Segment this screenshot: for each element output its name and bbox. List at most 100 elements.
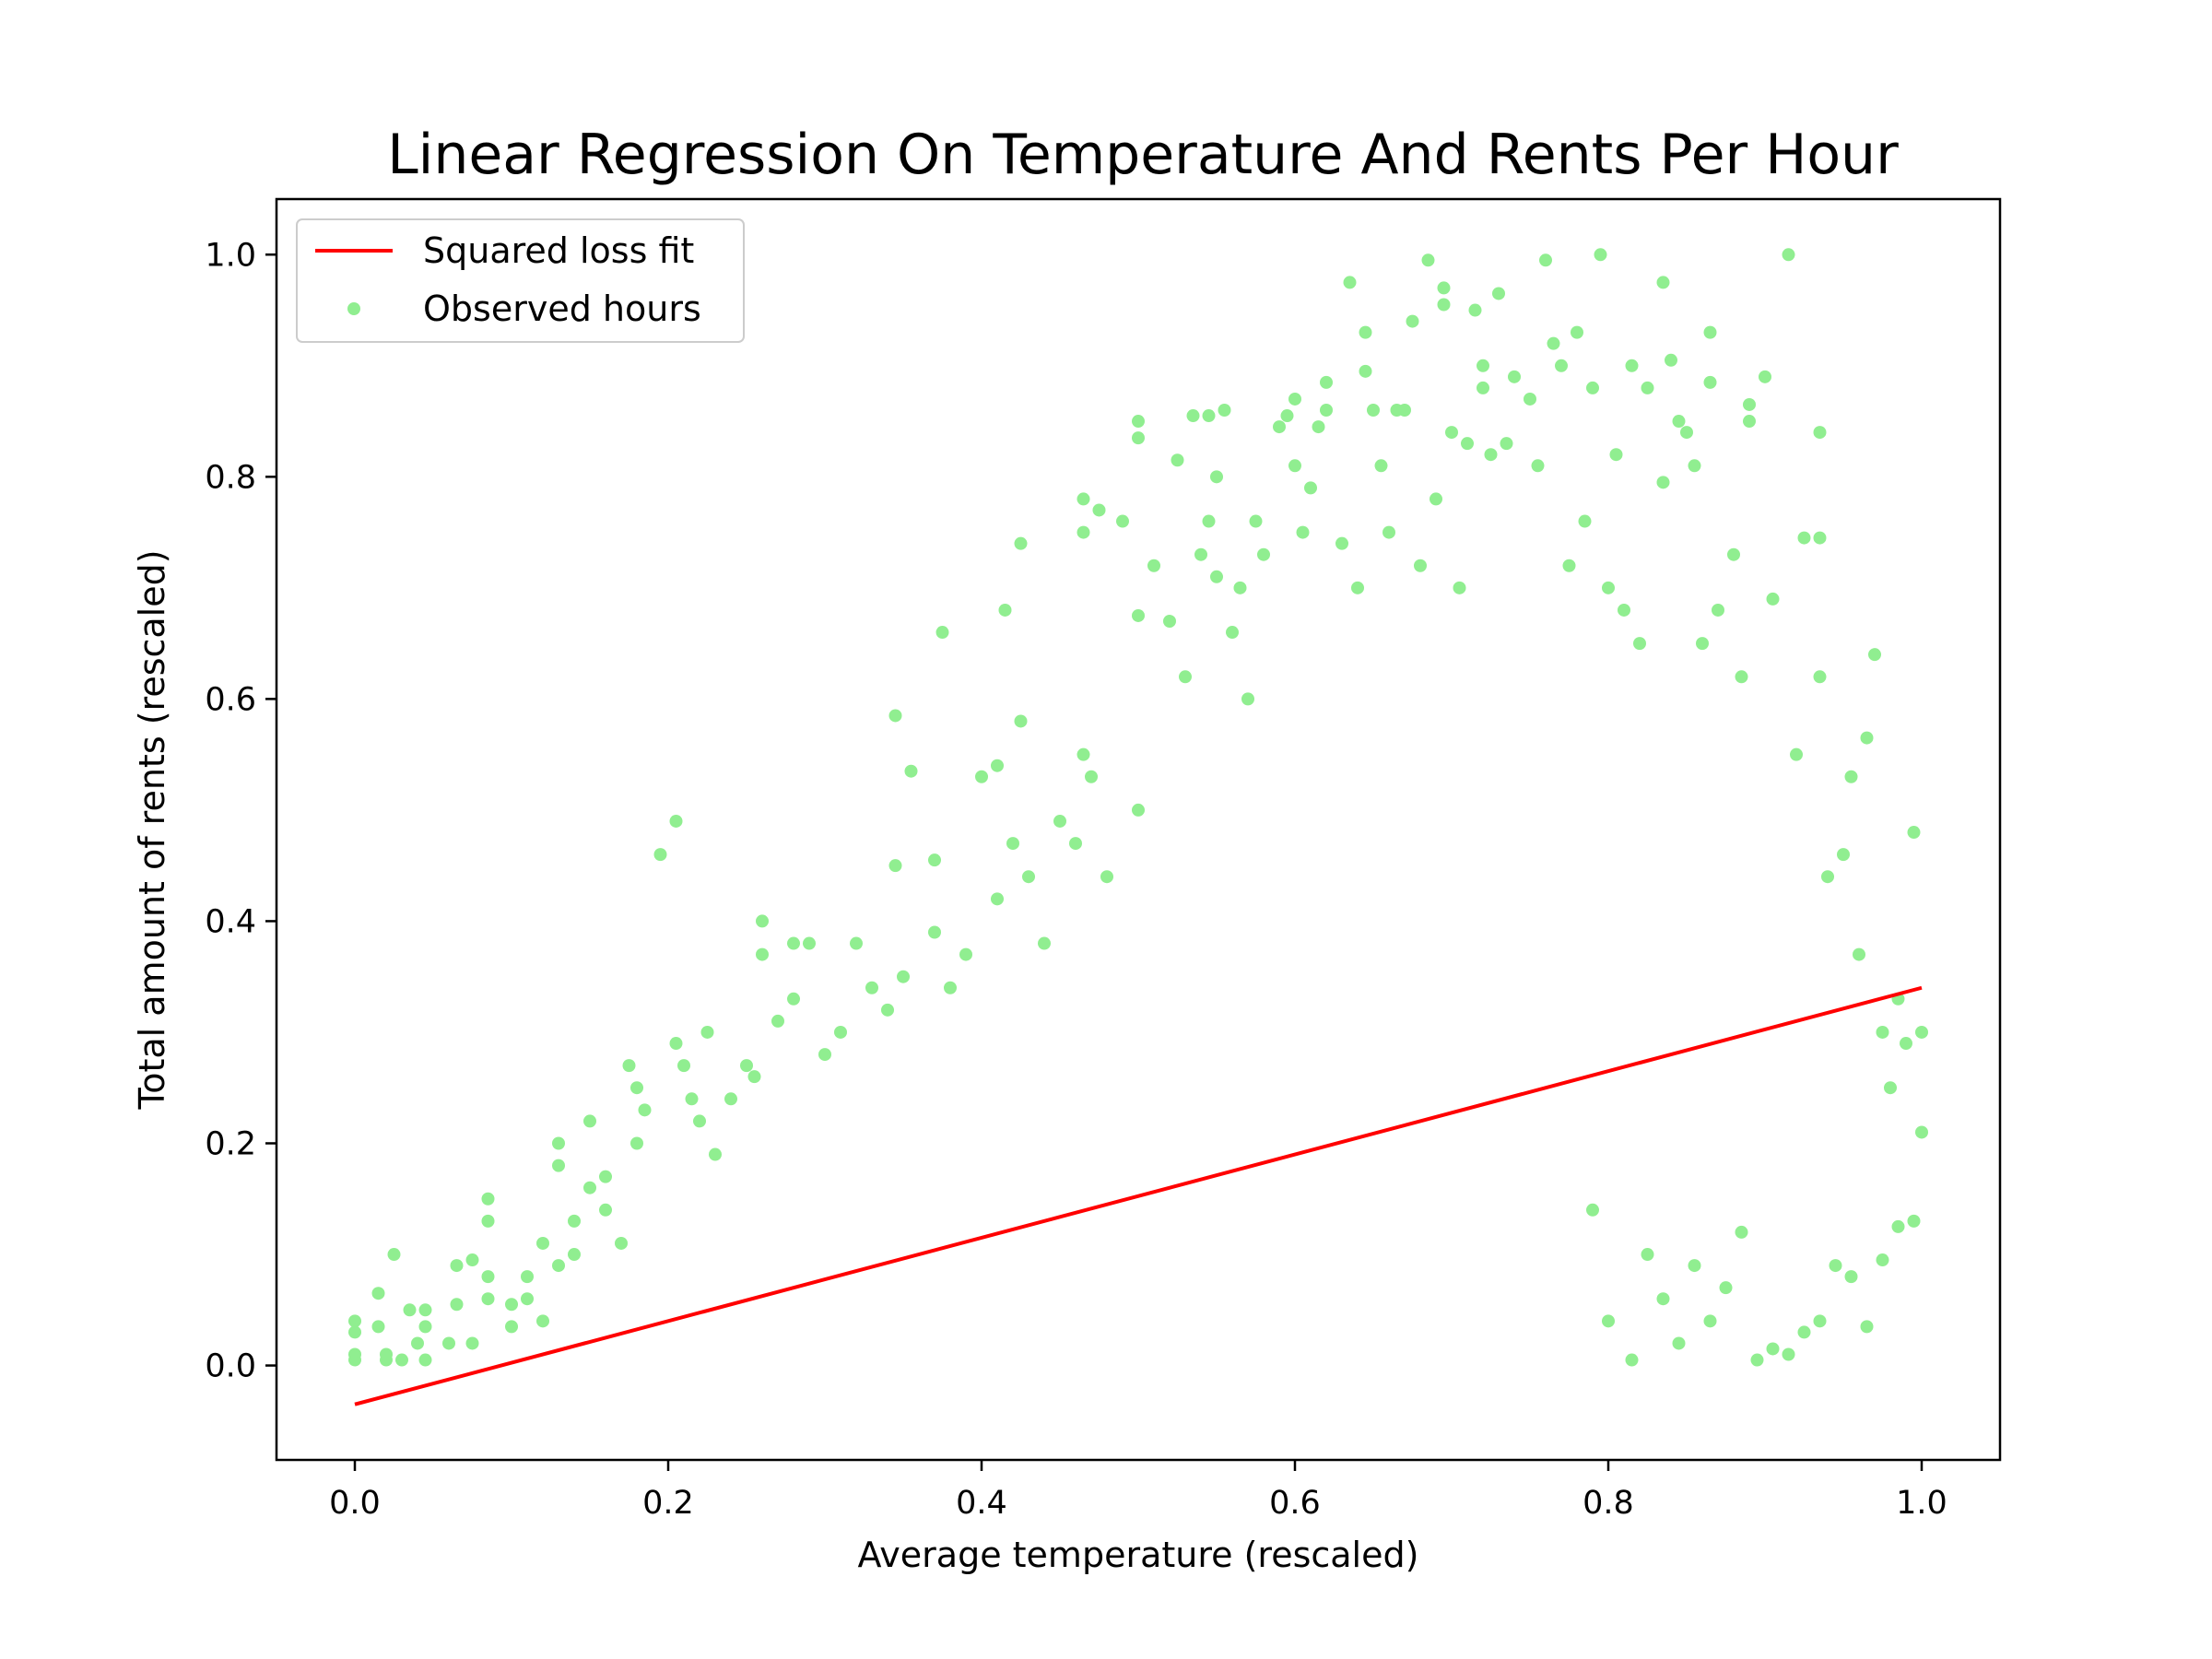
legend-points-swatch (347, 302, 360, 315)
observed-point (685, 1092, 699, 1106)
observed-point (1790, 747, 1803, 761)
plot-frame (275, 197, 2002, 1462)
observed-point (881, 1003, 894, 1017)
observed-point (348, 1325, 361, 1339)
observed-point (411, 1336, 424, 1350)
observed-point (1531, 459, 1545, 473)
observed-point (1712, 603, 1724, 617)
observed-point (1477, 381, 1489, 394)
y-tick-label: 1.0 (205, 237, 256, 274)
plot-area (275, 197, 2002, 1462)
observed-point (1594, 248, 1607, 262)
observed-point (481, 1214, 495, 1228)
observed-point (1782, 1347, 1795, 1361)
observed-point (630, 1136, 643, 1150)
observed-point (1633, 637, 1646, 651)
observed-point (1915, 1125, 1928, 1139)
observed-point (615, 1236, 628, 1250)
observed-point (1735, 1225, 1748, 1239)
observed-point (1202, 409, 1216, 423)
observed-point (552, 1159, 565, 1172)
observed-point (1641, 1248, 1654, 1262)
observed-point (348, 1353, 361, 1367)
observed-point (450, 1298, 464, 1312)
observed-point (818, 1048, 831, 1062)
observed-point (693, 1114, 706, 1128)
observed-point (1069, 837, 1082, 851)
observed-point (1445, 426, 1458, 440)
observed-point (1233, 581, 1247, 594)
y-axis-ticks: 0.0 0.2 0.4 0.6 0.8 1.0 (205, 237, 276, 1385)
squared-loss-fit-line (354, 985, 1923, 1406)
observed-point (1680, 426, 1693, 440)
observed-point (1359, 325, 1372, 339)
observed-point (1602, 1314, 1615, 1328)
observed-point (1829, 1259, 1842, 1273)
observed-point (1555, 359, 1568, 372)
observed-point (505, 1320, 518, 1334)
observed-point (1743, 415, 1756, 429)
observed-point (1194, 547, 1207, 561)
observed-point (1860, 1320, 1874, 1334)
observed-point (1766, 1342, 1780, 1356)
observed-point (1132, 431, 1145, 445)
observed-point (1539, 253, 1552, 267)
observed-point (1900, 1037, 1912, 1051)
x-axis-label: Average temperature (rescaled) (858, 1535, 1419, 1575)
observed-point (1022, 870, 1035, 884)
observed-point (1210, 470, 1223, 484)
observed-point (1406, 314, 1419, 328)
observed-point (1524, 392, 1536, 406)
observed-point (552, 1259, 565, 1273)
observed-point (465, 1336, 479, 1350)
points-layer (348, 248, 1928, 1367)
observed-point (1335, 536, 1348, 550)
observed-point (1884, 1081, 1897, 1095)
x-axis-ticks: 0.0 0.2 0.4 0.6 0.8 1.0 (329, 1460, 1947, 1522)
observed-point (1641, 381, 1654, 394)
observed-point (1656, 476, 1670, 489)
observed-point (998, 603, 1012, 617)
observed-point (803, 936, 816, 950)
observed-point (1014, 714, 1028, 728)
observed-point (599, 1170, 612, 1183)
observed-point (1249, 514, 1263, 528)
observed-point (1625, 1353, 1639, 1367)
observed-point (1053, 814, 1066, 828)
observed-point (1484, 448, 1498, 462)
observed-point (991, 892, 1004, 906)
observed-point (1743, 397, 1756, 411)
observed-point (1672, 1336, 1686, 1350)
observed-point (1868, 648, 1881, 662)
observed-point (536, 1236, 549, 1250)
observed-point (599, 1203, 612, 1217)
observed-point (552, 1136, 565, 1150)
observed-point (1398, 404, 1411, 418)
observed-point (418, 1320, 432, 1334)
observed-point (1382, 525, 1395, 539)
observed-point (740, 1059, 753, 1073)
observed-point (1813, 670, 1827, 684)
observed-point (669, 814, 683, 828)
observed-point (1296, 525, 1310, 539)
x-tick-label: 1.0 (1896, 1485, 1947, 1522)
observed-point (465, 1253, 479, 1267)
observed-point (1374, 459, 1388, 473)
observed-point (975, 770, 988, 783)
legend-box (296, 218, 745, 343)
observed-point (865, 981, 878, 994)
y-tick-label: 0.4 (205, 903, 256, 940)
observed-point (1586, 1203, 1599, 1217)
observed-point (1304, 481, 1317, 495)
observed-point (1038, 936, 1051, 950)
observed-point (1688, 459, 1701, 473)
observed-point (1672, 415, 1686, 429)
observed-point (1430, 492, 1442, 506)
observed-point (1147, 559, 1160, 572)
observed-point (418, 1353, 432, 1367)
observed-point (1092, 503, 1106, 517)
y-tick-label: 0.2 (205, 1125, 256, 1162)
x-tick-label: 0.2 (642, 1485, 694, 1522)
observed-point (1813, 531, 1827, 545)
